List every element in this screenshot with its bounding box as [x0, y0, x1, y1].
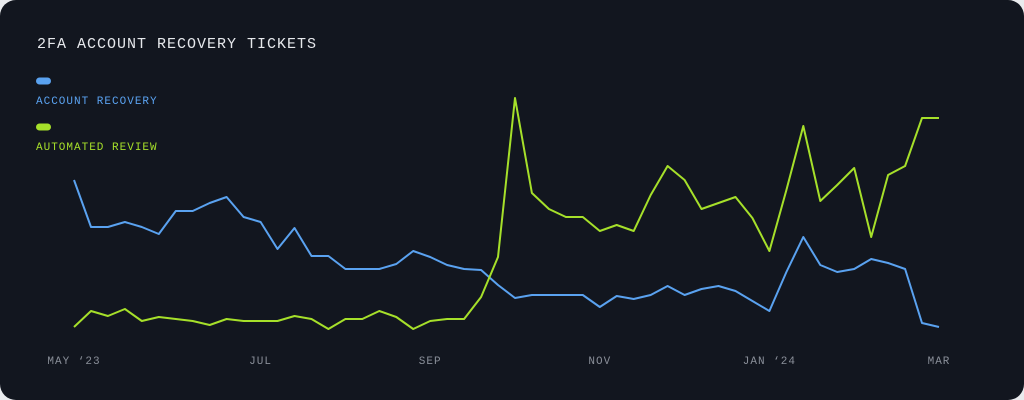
legend-label: ACCOUNT RECOVERY [36, 96, 158, 108]
legend-swatch [36, 123, 51, 131]
x-tick-label: JUL [249, 356, 272, 368]
x-tick-label: JAN ‘24 [743, 356, 796, 368]
x-tick-label: NOV [588, 356, 611, 368]
x-tick-label: SEP [419, 356, 442, 368]
legend-swatch [36, 77, 51, 85]
series-line [73, 97, 939, 330]
legend-label: AUTOMATED REVIEW [36, 142, 158, 154]
x-tick-label: MAR [928, 356, 951, 368]
chart-title: 2FA ACCOUNT RECOVERY TICKETS [37, 36, 317, 53]
series-line [73, 179, 940, 328]
x-tick-label: MAY ‘23 [47, 356, 100, 368]
